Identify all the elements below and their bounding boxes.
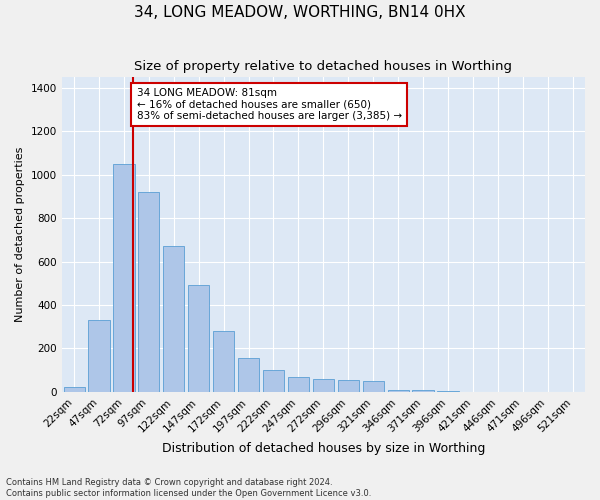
- Bar: [138, 192, 160, 392]
- Bar: [113, 164, 134, 392]
- X-axis label: Distribution of detached houses by size in Worthing: Distribution of detached houses by size …: [161, 442, 485, 455]
- Bar: [412, 390, 434, 392]
- Text: 34 LONG MEADOW: 81sqm
← 16% of detached houses are smaller (650)
83% of semi-det: 34 LONG MEADOW: 81sqm ← 16% of detached …: [137, 88, 402, 121]
- Bar: [313, 379, 334, 392]
- Bar: [288, 376, 309, 392]
- Bar: [88, 320, 110, 392]
- Bar: [437, 391, 458, 392]
- Bar: [338, 380, 359, 392]
- Title: Size of property relative to detached houses in Worthing: Size of property relative to detached ho…: [134, 60, 512, 73]
- Bar: [188, 286, 209, 392]
- Bar: [213, 331, 234, 392]
- Y-axis label: Number of detached properties: Number of detached properties: [15, 147, 25, 322]
- Bar: [263, 370, 284, 392]
- Bar: [238, 358, 259, 392]
- Text: 34, LONG MEADOW, WORTHING, BN14 0HX: 34, LONG MEADOW, WORTHING, BN14 0HX: [134, 5, 466, 20]
- Bar: [163, 246, 184, 392]
- Text: Contains HM Land Registry data © Crown copyright and database right 2024.
Contai: Contains HM Land Registry data © Crown c…: [6, 478, 371, 498]
- Bar: [362, 381, 384, 392]
- Bar: [388, 390, 409, 392]
- Bar: [64, 386, 85, 392]
